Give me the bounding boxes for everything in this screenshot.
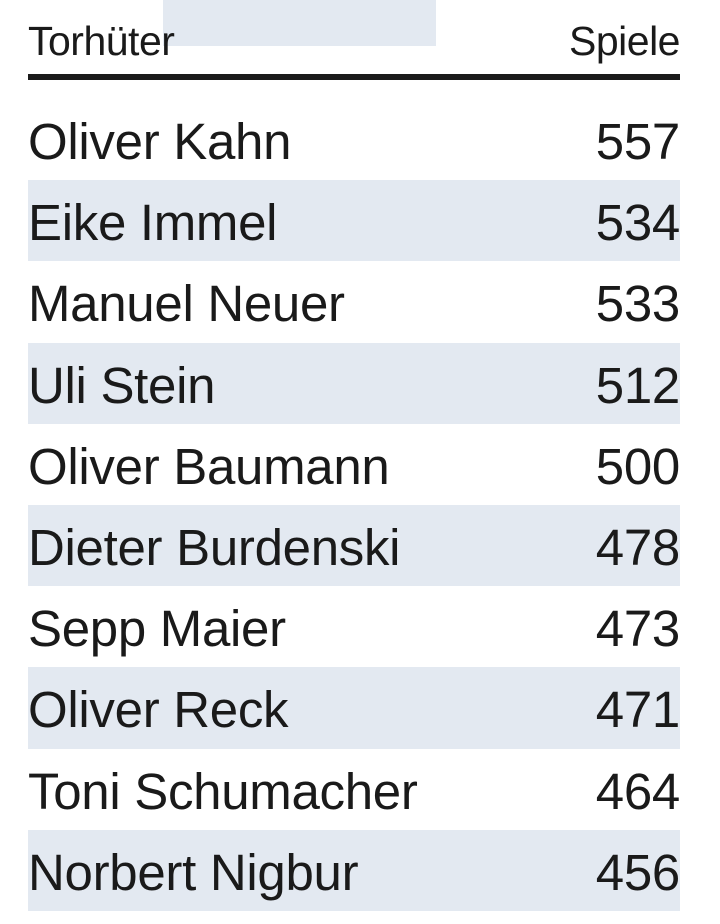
goalkeeper-name: Sepp Maier — [28, 600, 286, 658]
games-count: 512 — [595, 356, 681, 414]
games-count: 473 — [595, 600, 681, 658]
table-row: Toni Schumacher 464 — [28, 749, 680, 830]
goalkeeper-name: Eike Immel — [28, 194, 278, 252]
table-row: Uli Stein 512 — [28, 342, 681, 424]
table-row: Manuel Neuer 533 — [28, 261, 680, 342]
games-count: 471 — [595, 681, 681, 739]
column-header-games: Spiele — [569, 17, 680, 64]
table-row: Norbert Nigbur 456 — [28, 829, 681, 911]
table-row: Sepp Maier 473 — [28, 586, 680, 667]
table-row: Oliver Reck 471 — [28, 667, 681, 749]
goalkeeper-name: Dieter Burdenski — [28, 519, 401, 577]
goalkeeper-name: Norbert Nigbur — [28, 843, 359, 901]
table-row: Eike Immel 534 — [28, 180, 681, 262]
games-count: 500 — [595, 437, 681, 495]
goalkeeper-name: Uli Stein — [28, 356, 216, 414]
table-header: Torhüter Spiele — [28, 12, 680, 70]
goalkeeper-name: Oliver Baumann — [28, 437, 390, 495]
header-highlight — [163, 0, 436, 46]
games-count: 534 — [595, 194, 681, 252]
column-header-goalkeeper: Torhüter — [28, 17, 175, 64]
table-body: Oliver Kahn 557 Eike Immel 534 Manuel Neuer 5… — [28, 99, 680, 911]
goalkeeper-name: Oliver Reck — [28, 681, 289, 739]
table-row: Dieter Burdenski 478 — [28, 504, 681, 587]
games-count: 557 — [595, 113, 681, 171]
goalkeeper-name: Toni Schumacher — [28, 762, 418, 820]
header-divider — [28, 74, 680, 80]
games-count: 456 — [595, 843, 681, 901]
games-count: 533 — [595, 275, 681, 333]
goalkeeper-name: Oliver Kahn — [28, 113, 292, 171]
table-row: Oliver Baumann 500 — [28, 424, 680, 505]
goalkeeper-name: Manuel Neuer — [28, 275, 345, 333]
games-count: 464 — [595, 762, 681, 820]
games-count: 478 — [595, 519, 681, 577]
table-row: Oliver Kahn 557 — [28, 99, 680, 180]
